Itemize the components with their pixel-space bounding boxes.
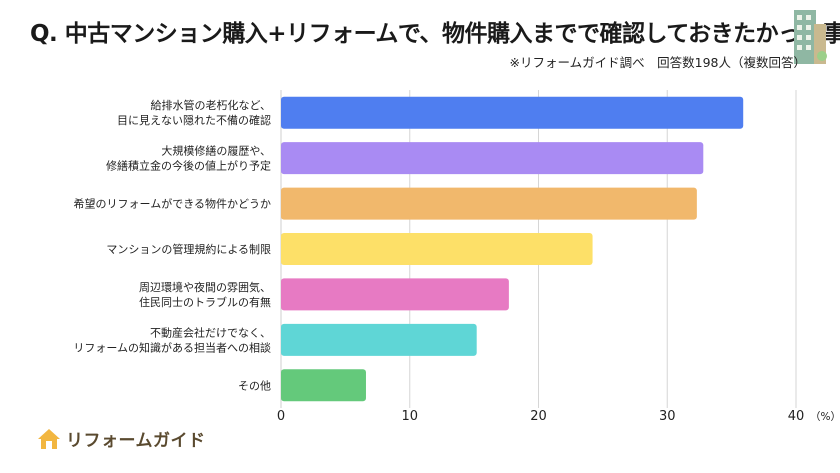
category-label: リフォームの知識がある担当者への相談	[73, 340, 271, 354]
bar	[281, 278, 509, 311]
category-label: 希望のリフォームができる物件かどうか	[74, 197, 271, 211]
category-label: 不動産会社だけでなく、	[150, 325, 271, 339]
chart-subtitle: ※リフォームガイド調べ 回答数198人（複数回答）	[509, 55, 806, 70]
chart-title: Q. 中古マンション購入+リフォームで、物件購入までで確認しておきたかった事	[30, 21, 840, 47]
category-label: 大規模修繕の履歴や、	[161, 144, 271, 158]
category-label: 修繕積立金の今後の値上がり予定	[106, 159, 271, 173]
category-label: その他	[238, 379, 271, 392]
bar	[281, 96, 744, 129]
bar	[281, 142, 704, 175]
brand-logo[interactable]: リフォームガイド	[36, 426, 206, 451]
x-tick-label: 20	[530, 409, 547, 424]
category-label: 目に見えない隠れた不備の確認	[117, 113, 271, 127]
bar	[281, 323, 477, 356]
x-tick-label: 30	[659, 409, 676, 424]
category-label: 周辺環境や夜間の雰囲気、	[139, 280, 271, 294]
x-unit-label: （%）	[810, 411, 840, 423]
category-label: 住民同士のトラブルの有無	[139, 295, 271, 309]
category-label: 給排水管の老朽化など、	[151, 98, 271, 112]
category-label: マンションの管理規約による制限	[106, 242, 271, 256]
x-tick-label: 40	[788, 409, 805, 424]
logo-text: リフォームガイド	[66, 431, 206, 451]
bar	[281, 187, 697, 220]
building-icon	[794, 10, 827, 64]
bar	[281, 369, 366, 402]
x-tick-label: 0	[277, 409, 285, 424]
house-icon	[38, 428, 60, 449]
x-tick-label: 10	[401, 409, 418, 424]
bar	[281, 233, 593, 265]
